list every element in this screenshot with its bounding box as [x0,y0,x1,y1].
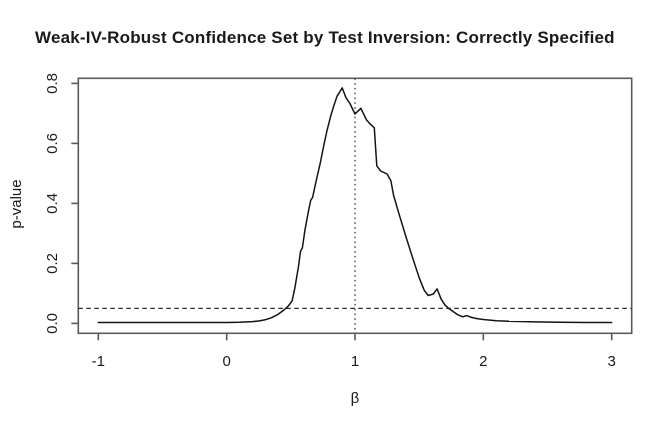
y-tick-label: 0.8 [44,73,61,94]
y-axis-label: p-value [8,179,25,228]
x-tick-label: 1 [351,353,359,370]
p-value-curve [97,87,613,324]
y-tick-label: 0.4 [44,193,61,214]
x-axis: -1 0 1 2 3 [92,333,616,370]
x-tick-label: 2 [479,353,487,370]
y-axis: 0.0 0.2 0.4 0.6 0.8 [44,73,79,334]
x-tick-label: -1 [92,353,105,370]
y-tick-label: 0.6 [44,133,61,154]
x-tick-label: 3 [608,353,616,370]
x-tick-label: 0 [223,353,231,370]
chart-title: Weak-IV-Robust Confidence Set by Test In… [35,28,615,47]
y-tick-label: 0.2 [44,253,61,274]
y-tick-label: 0.0 [44,313,61,334]
x-axis-label: β [351,390,360,407]
